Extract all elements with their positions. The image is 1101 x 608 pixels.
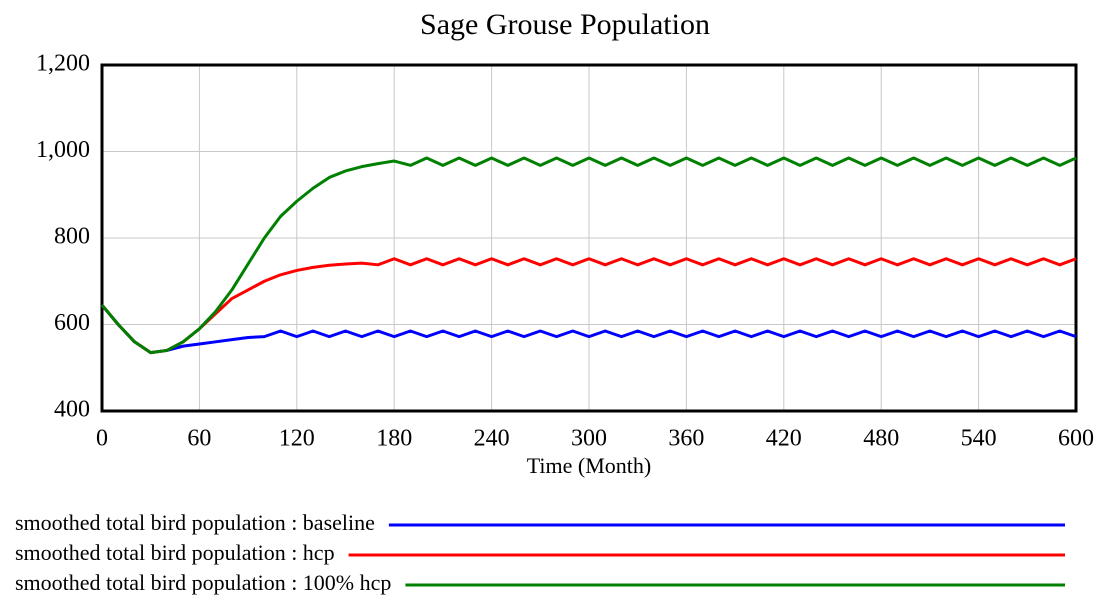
x-tick-label: 540 [961,426,997,452]
x-tick-label: 600 [1058,426,1094,452]
y-tick-label: 1,200 [36,51,90,77]
legend-label: smoothed total bird population : hcp [15,540,335,565]
x-tick-label: 180 [376,426,412,452]
legend-label: smoothed total bird population : 100% hc… [15,570,391,595]
series-line [100,156,1077,355]
y-tick-label: 1,000 [36,137,90,163]
x-tick-label: 0 [96,426,108,452]
plot-frame [100,63,1078,413]
chart-title: Sage Grouse Population [420,8,710,41]
legend-label: smoothed total bird population : baselin… [15,510,375,535]
series-line [100,304,1077,355]
y-tick-label: 400 [54,397,90,423]
x-tick-label: 300 [571,426,607,452]
x-tick-label: 360 [668,426,704,452]
x-tick-label: 480 [863,426,899,452]
x-tick-label: 240 [474,426,510,452]
series-line [100,257,1077,355]
x-tick-label: 420 [766,426,802,452]
x-axis-title: Time (Month) [527,453,651,478]
x-tick-label: 120 [279,426,315,452]
y-tick-label: 800 [54,224,90,250]
x-tick-label: 60 [187,426,211,452]
y-tick-label: 600 [54,310,90,336]
